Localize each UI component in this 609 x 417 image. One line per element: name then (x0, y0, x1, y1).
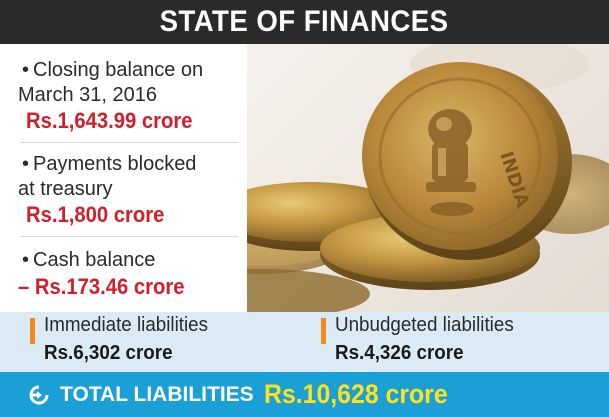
liabilities-band: Immediate liabilities Rs.6,302 crore Unb… (0, 312, 609, 372)
total-liabilities-label: TOTAL LIABILITIES (60, 382, 254, 406)
facts-panel: • Closing balance on March 31, 2016 Rs.1,… (0, 44, 247, 312)
coins-illustration: INDIA (200, 44, 609, 312)
accent-bar (321, 318, 326, 344)
arrow-circle-icon (29, 385, 49, 404)
immediate-liabilities-label: Immediate liabilities (44, 314, 209, 336)
fact-payments-blocked-value: Rs.1,800 crore (26, 202, 165, 227)
accent-bar (30, 318, 35, 344)
fact-closing-balance-value: Rs.1,643.99 crore (26, 108, 193, 133)
fact-cash-balance-label: • Cash balance (22, 249, 156, 271)
immediate-liabilities: Immediate liabilities Rs.6,302 crore (30, 312, 290, 372)
divider (20, 236, 238, 237)
total-bar: TOTAL LIABILITIES Rs.10,628 crore (0, 372, 609, 417)
fact-closing-balance-label: • Closing balance on March 31, 2016 (18, 59, 204, 106)
fact-cash-balance-value: – Rs.173.46 crore (18, 274, 185, 299)
fact-payments-blocked-label: • Payments blocked at treasury (18, 153, 197, 200)
coins-photo: INDIA (200, 44, 609, 312)
unbudgeted-liabilities-label: Unbudgeted liabilities (335, 314, 514, 336)
immediate-liabilities-value: Rs.6,302 crore (44, 342, 173, 364)
total-liabilities-value: Rs.10,628 crore (263, 379, 448, 409)
header-bar: STATE OF FINANCES (0, 0, 609, 44)
divider (20, 142, 238, 143)
unbudgeted-liabilities: Unbudgeted liabilities Rs.4,326 crore (321, 312, 591, 372)
unbudgeted-liabilities-value: Rs.4,326 crore (335, 342, 464, 364)
page-title: STATE OF FINANCES (160, 5, 449, 38)
